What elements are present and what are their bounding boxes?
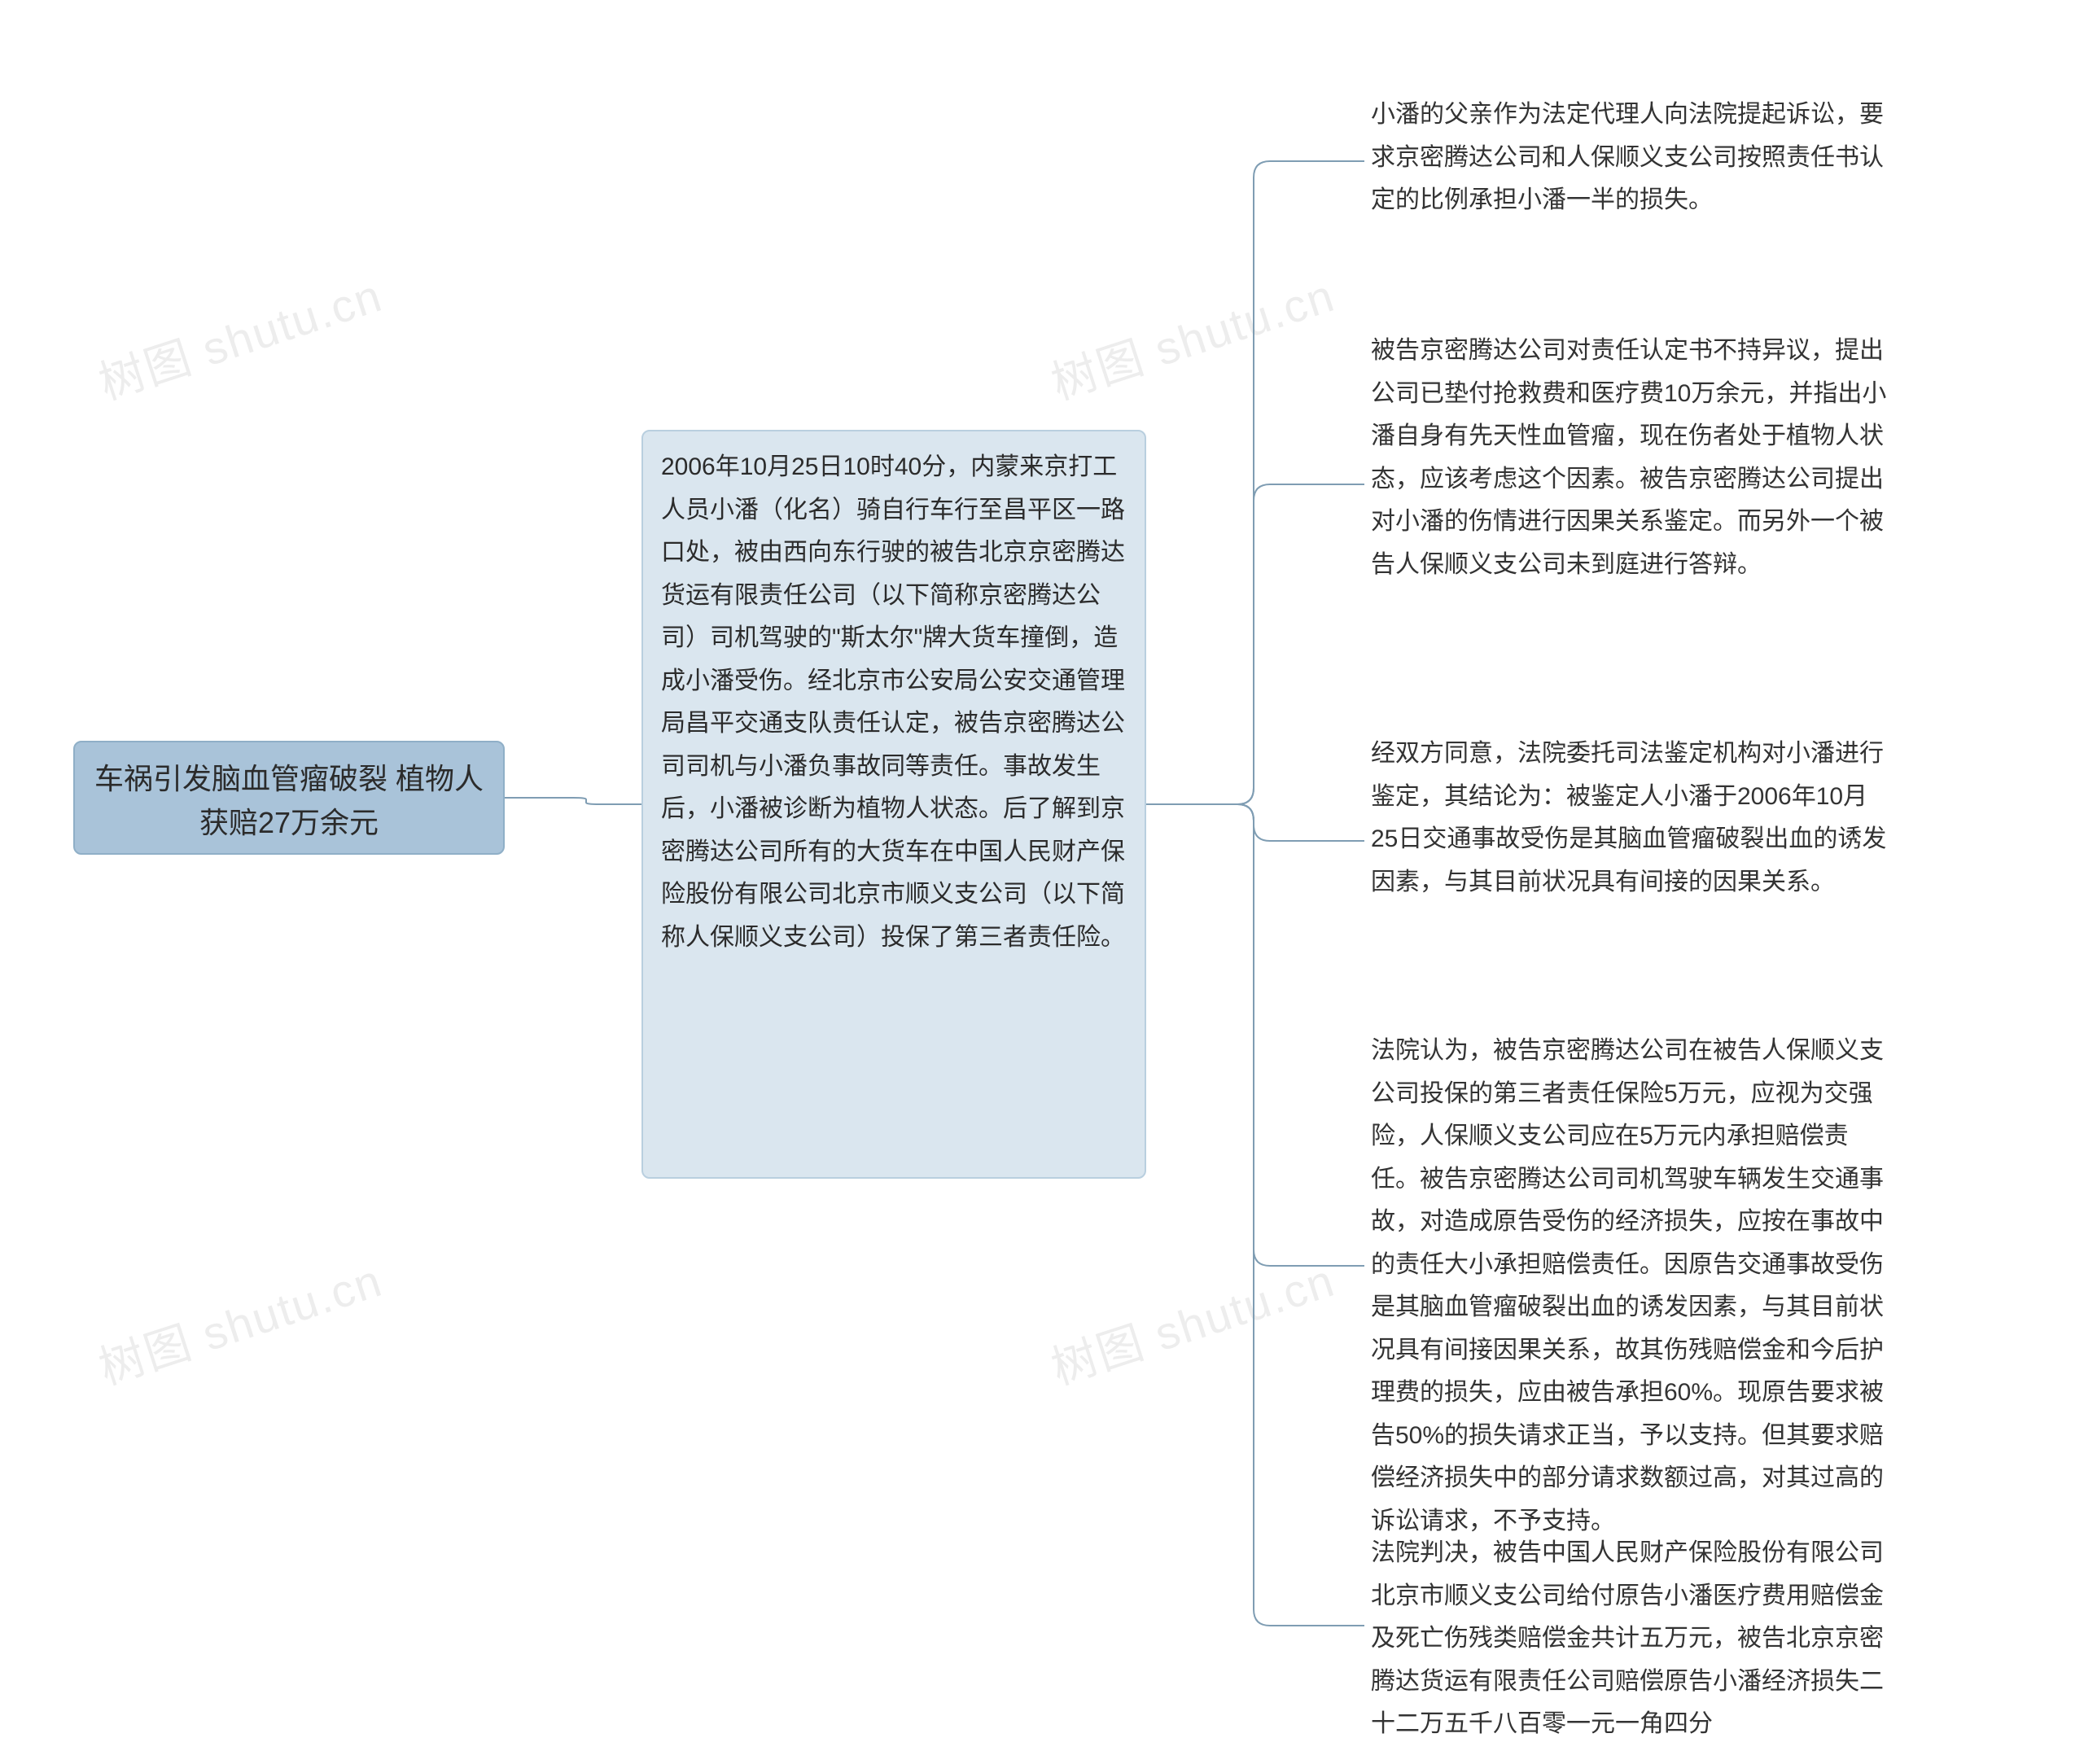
watermark: 树图 shutu.cn: [1042, 259, 1342, 413]
leaf-node[interactable]: 小潘的父亲作为法定代理人向法院提起诉讼，要求京密腾达公司和人保顺义支公司按照责任…: [1368, 94, 1889, 222]
leaf-node[interactable]: 法院判决，被告中国人民财产保险股份有限公司北京市顺义支公司给付原告小潘医疗费用赔…: [1368, 1532, 1889, 1746]
leaf-node[interactable]: 法院认为，被告京密腾达公司在被告人保顺义支公司投保的第三者责任保险5万元，应视为…: [1368, 1030, 1889, 1543]
leaf-node[interactable]: 被告京密腾达公司对责任认定书不持异议，提出公司已垫付抢救费和医疗费10万余元，并…: [1368, 330, 1889, 586]
watermark: 树图 shutu.cn: [90, 1244, 390, 1398]
root-node[interactable]: 车祸引发脑血管瘤破裂 植物人获赔27万余元: [73, 741, 505, 855]
level2-node[interactable]: 2006年10月25日10时40分，内蒙来京打工人员小潘（化名）骑自行车行至昌平…: [641, 430, 1146, 1179]
mindmap-canvas: 树图 shutu.cn 树图 shutu.cn 树图 shutu.cn 树图 s…: [0, 0, 2084, 1764]
leaf-node[interactable]: 经双方同意，法院委托司法鉴定机构对小潘进行鉴定，其结论为：被鉴定人小潘于2006…: [1368, 733, 1889, 904]
watermark: 树图 shutu.cn: [1042, 1244, 1342, 1398]
watermark: 树图 shutu.cn: [90, 259, 390, 413]
